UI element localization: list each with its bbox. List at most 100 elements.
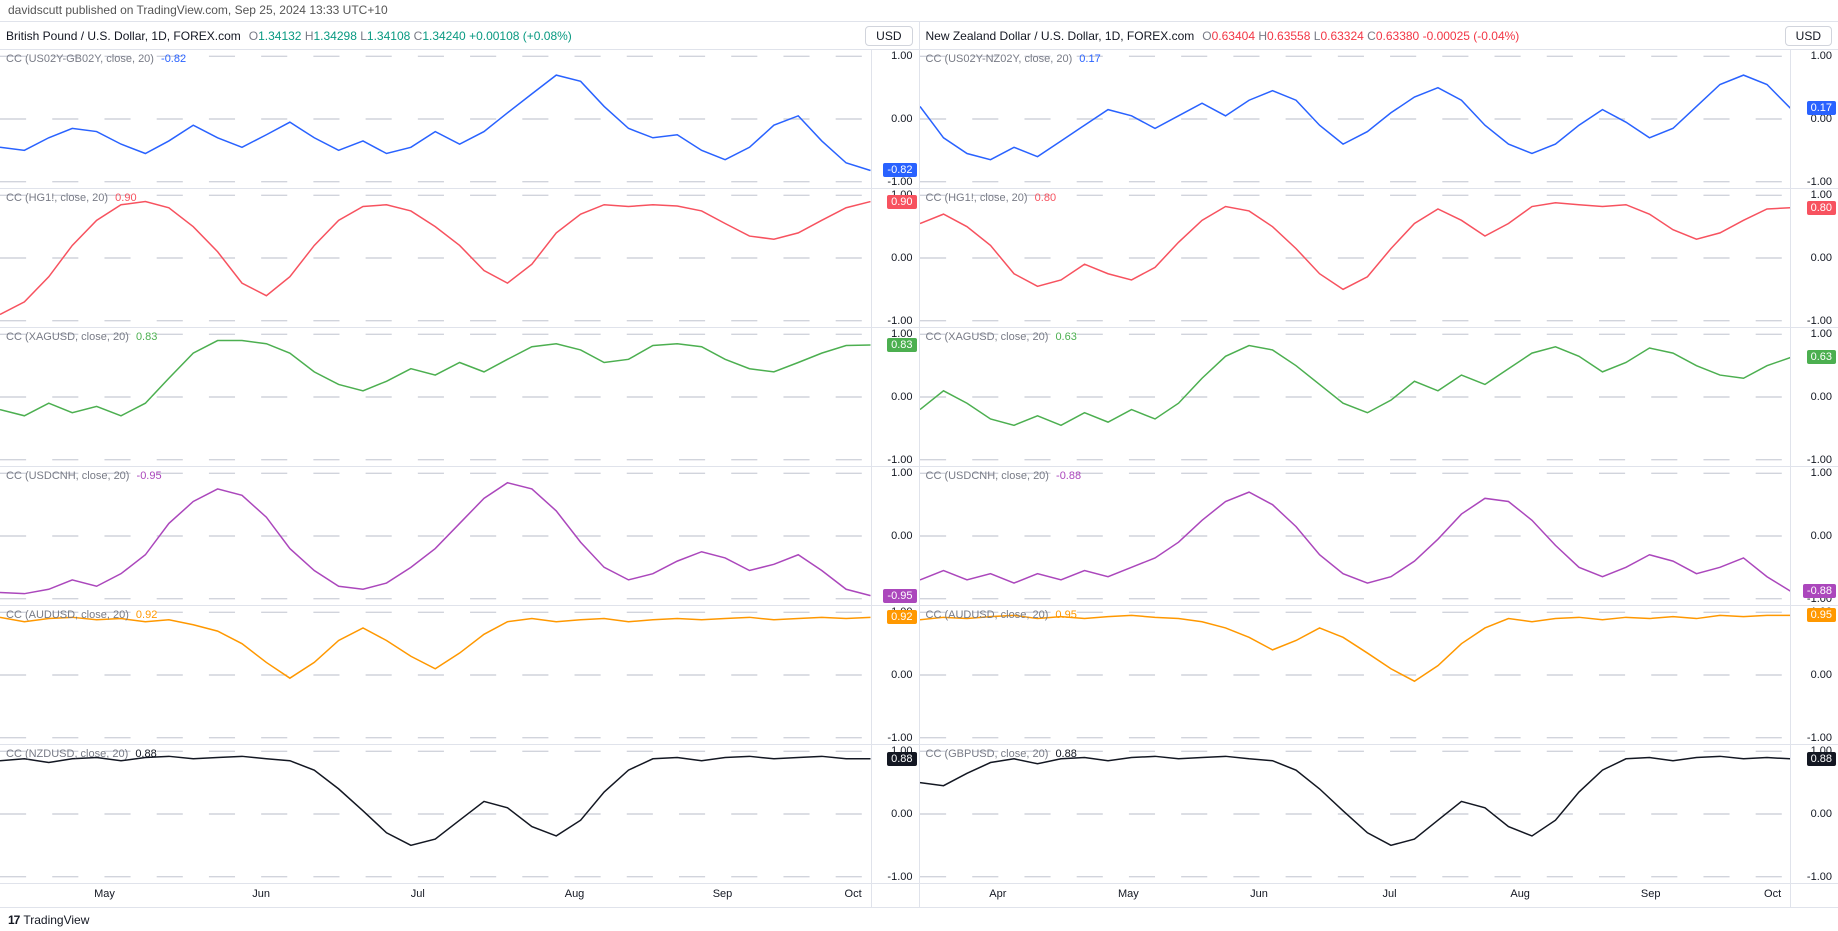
plot-area[interactable]: CC (XAGUSD, close, 20) 0.63 [920,328,1791,466]
y-axis[interactable]: 1.000.00-1.000.90 [871,189,919,327]
y-axis[interactable]: 1.000.00-1.000.63 [1790,328,1838,466]
plot-area[interactable]: CC (NZDUSD, close, 20) 0.88 [0,745,871,883]
x-tick-label: May [94,888,115,900]
indicator-panel: CC (US02Y-NZ02Y, close, 20) 0.171.000.00… [920,50,1838,189]
y-axis[interactable]: 1.000.00-1.000.83 [871,328,919,466]
publish-info-text: davidscutt published on TradingView.com,… [8,3,388,17]
x-tick-label: Apr [989,888,1006,900]
y-tick-label: 0.00 [891,252,912,264]
indicator-panel: CC (USDCNH, close, 20) -0.881.000.00-1.0… [920,467,1838,606]
y-axis[interactable]: 1.000.00-1.000.80 [1790,189,1838,327]
y-tick-label: -1.00 [1807,454,1832,466]
value-badge: 0.92 [887,610,916,624]
y-tick-label: 0.00 [1811,530,1832,542]
x-tick-label: Jul [1383,888,1397,900]
x-tick-label: Oct [1764,888,1781,900]
tradingview-brand-text: TradingView [23,913,89,927]
y-tick-label: 0.00 [1811,669,1832,681]
value-badge: 0.17 [1807,101,1836,115]
y-tick-label: -1.00 [887,315,912,327]
tradingview-chart-layout: davidscutt published on TradingView.com,… [0,0,1838,931]
value-badge: -0.95 [883,589,916,603]
currency-selector-button[interactable]: USD [1785,26,1832,46]
y-tick-label: 1.00 [891,467,912,479]
plot-area[interactable]: CC (USDCNH, close, 20) -0.95 [0,467,871,605]
value-badge: 0.63 [1807,350,1836,364]
x-tick-label: Jun [1250,888,1268,900]
footer-bar: 17 TradingView [0,907,1838,931]
x-axis[interactable]: Apr May Jun Jul Aug Sep Oct [920,883,1838,907]
x-tick-label: Sep [713,888,733,900]
y-tick-label: 0.00 [891,530,912,542]
indicator-panel: CC (US02Y-GB02Y, close, 20) -0.82 1.00 0.0… [0,50,919,189]
indicator-panel: CC (HG1!, close, 20) 0.801.000.00-1.000.… [920,189,1838,328]
plot-area[interactable]: CC (AUDUSD, close, 20) 0.92 [0,606,871,744]
x-tick-label: Aug [1510,888,1530,900]
plot-area[interactable]: CC (US02Y-GB02Y, close, 20) -0.82 [0,50,871,188]
x-tick-label: Sep [1641,888,1661,900]
plot-area[interactable]: CC (HG1!, close, 20) 0.90 [0,189,871,327]
plot-area[interactable]: CC (US02Y-NZ02Y, close, 20) 0.17 [920,50,1791,188]
chart-column: New Zealand Dollar / U.S. Dollar, 1D, FO… [920,22,1838,907]
y-tick-label: 1.00 [1811,50,1832,62]
column-header: British Pound / U.S. Dollar, 1D, FOREX.c… [0,22,919,50]
indicator-panel: CC (XAGUSD, close, 20) 0.831.000.00-1.00… [0,328,919,467]
panel-rows: CC (US02Y-GB02Y, close, 20) -0.82 1.00 0.0… [0,50,919,883]
y-axis[interactable]: 1.000.00-1.00-0.88 [1790,467,1838,605]
indicator-panel: CC (HG1!, close, 20) 0.901.000.00-1.000.… [0,189,919,328]
value-badge: 0.83 [887,338,916,352]
x-axis[interactable]: MayJunJulAugSepOct [0,883,919,907]
y-tick-label: 1.00 [891,50,912,62]
x-tick-label: Aug [565,888,585,900]
y-tick-label: 0.00 [891,391,912,403]
y-tick-label: -1.00 [887,871,912,883]
y-tick-label: 0.00 [1811,391,1832,403]
y-axis[interactable]: 1.000.00-1.000.88 [871,745,919,883]
indicator-panel: CC (AUDUSD, close, 20) 0.921.000.00-1.00… [0,606,919,745]
y-tick-label: -1.00 [1807,871,1832,883]
x-tick-label: Oct [845,888,862,900]
chart-columns: British Pound / U.S. Dollar, 1D, FOREX.c… [0,22,1838,907]
y-tick-label: -1.00 [1807,315,1832,327]
y-axis[interactable]: 1.000.00-1.000.88 [1790,745,1838,883]
y-axis[interactable]: 1.000.00-1.000.17 [1790,50,1838,188]
y-tick-label: 0.00 [891,808,912,820]
y-tick-label: 0.00 [891,113,912,125]
plot-area[interactable]: CC (USDCNH, close, 20) -0.88 [920,467,1791,605]
tradingview-logo-icon: 17 [8,913,19,927]
value-badge: -0.88 [1803,584,1836,598]
panel-rows: CC (US02Y-NZ02Y, close, 20) 0.171.000.00… [920,50,1838,883]
symbol-title[interactable]: New Zealand Dollar / U.S. Dollar, 1D, FO… [926,29,1195,43]
plot-area[interactable]: CC (HG1!, close, 20) 0.80 [920,189,1791,327]
value-badge: 0.90 [887,195,916,209]
currency-selector-button[interactable]: USD [865,26,912,46]
plot-area[interactable]: CC (GBPUSD, close, 20) 0.88 [920,745,1791,883]
indicator-panel: CC (USDCNH, close, 20) -0.951.000.00-1.0… [0,467,919,606]
x-tick-label: Jun [252,888,270,900]
indicator-panel: CC (GBPUSD, close, 20) 0.881.000.00-1.00… [920,745,1838,883]
y-tick-label: -1.00 [887,454,912,466]
y-tick-label: -1.00 [887,732,912,744]
symbol-title[interactable]: British Pound / U.S. Dollar, 1D, FOREX.c… [6,29,241,43]
indicator-panel: CC (NZDUSD, close, 20) 0.881.000.00-1.00… [0,745,919,883]
value-badge: -0.82 [883,163,916,177]
y-tick-label: 0.00 [891,669,912,681]
y-tick-label: -1.00 [1807,176,1832,188]
ohlc-values: O0.63404 H0.63558 L0.63324 C0.63380 -0.0… [1202,29,1519,43]
plot-area[interactable]: CC (AUDUSD, close, 20) 0.95 [920,606,1791,744]
y-tick-label: 0.00 [1811,252,1832,264]
x-tick-label: May [1118,888,1139,900]
y-axis[interactable]: 1.000.00-1.000.95 [1790,606,1838,744]
y-tick-label: -1.00 [887,176,912,188]
publish-info-bar: davidscutt published on TradingView.com,… [0,0,1838,22]
value-badge: 0.80 [1807,201,1836,215]
y-axis[interactable]: 1.000.00-1.00-0.95 [871,467,919,605]
value-badge: 0.95 [1807,608,1836,622]
y-axis[interactable]: 1.00 0.00 -1.00-0.82 [871,50,919,188]
ohlc-values: O1.34132 H1.34298 L1.34108 C1.34240 +0.0… [249,29,572,43]
indicator-panel: CC (AUDUSD, close, 20) 0.951.000.00-1.00… [920,606,1838,745]
y-axis[interactable]: 1.000.00-1.000.92 [871,606,919,744]
value-badge: 0.88 [1807,752,1836,766]
plot-area[interactable]: CC (XAGUSD, close, 20) 0.83 [0,328,871,466]
y-tick-label: 0.00 [1811,808,1832,820]
